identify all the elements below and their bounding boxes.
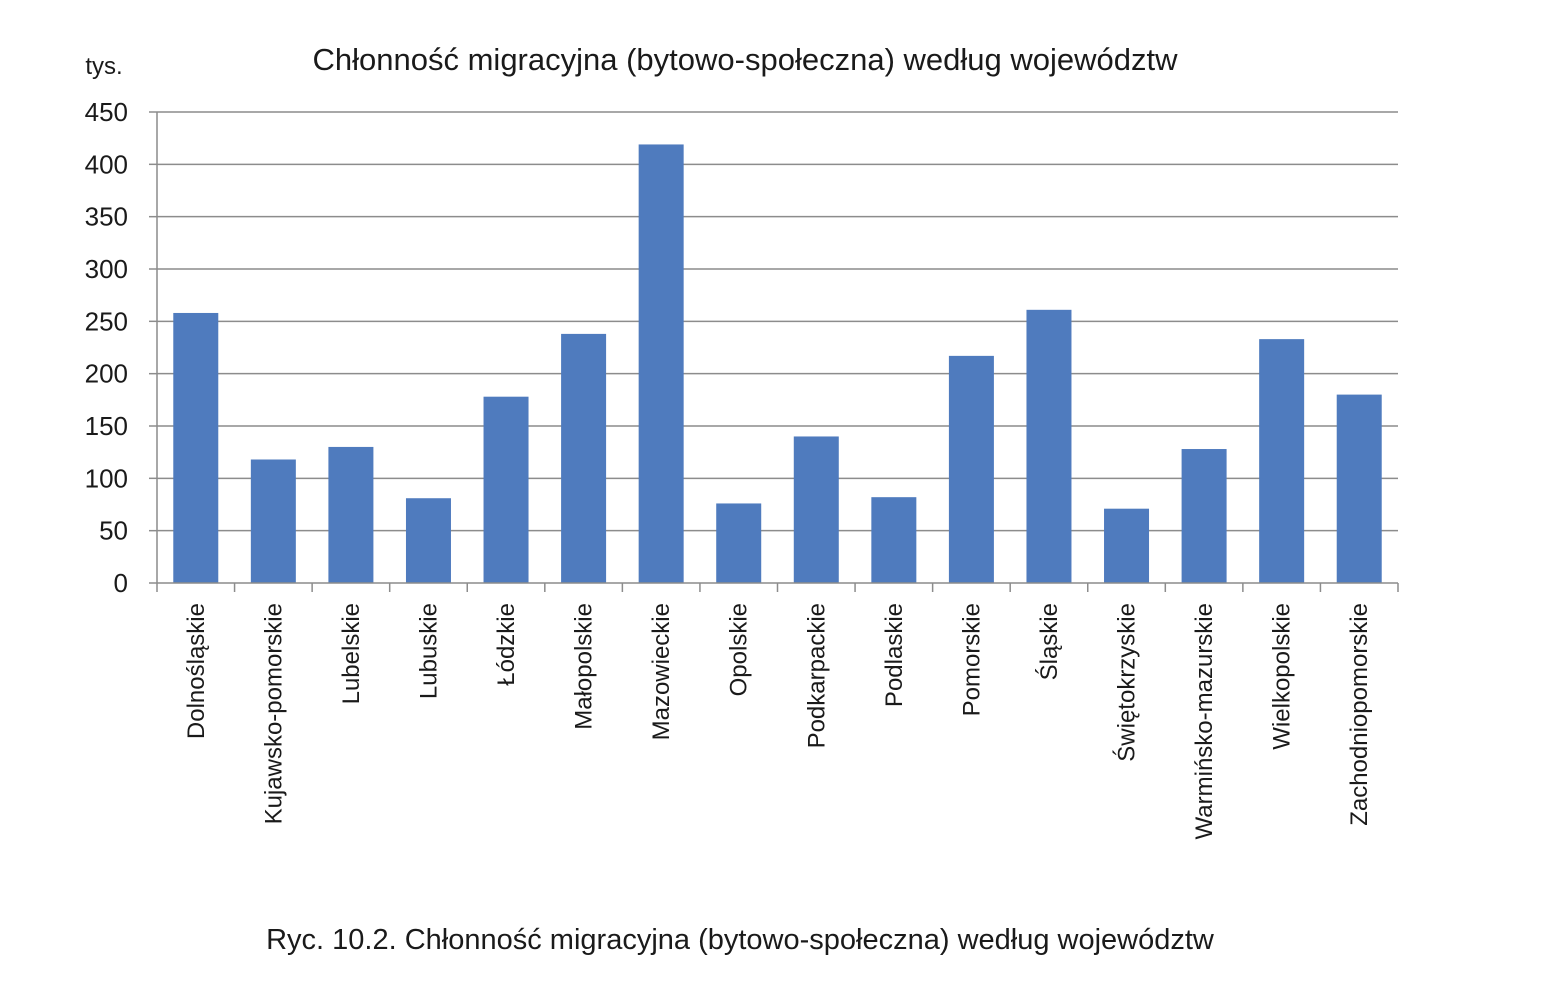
x-tick-label: Świętokrzyskie	[1113, 603, 1141, 762]
chart-title: Chłonność migracyjna (bytowo-społeczna) …	[313, 42, 1179, 77]
x-tick-label: Wielkopolskie	[1269, 603, 1296, 750]
bar	[173, 312, 219, 583]
axes	[149, 111, 1399, 592]
y-axis-unit-label: tys.	[85, 53, 122, 80]
x-tick-label: Podlaskie	[881, 603, 908, 707]
y-tick-label: 400	[85, 149, 128, 179]
bar	[793, 436, 839, 583]
y-tick-label: 50	[99, 516, 128, 546]
y-tick-label: 250	[85, 306, 128, 336]
bar	[1181, 449, 1227, 583]
x-tick-label: Warmińsko-mazurskie	[1191, 603, 1218, 839]
bar	[561, 333, 607, 583]
y-tick-label: 350	[85, 202, 128, 232]
x-tick-label: Kujawsko-pomorskie	[260, 603, 287, 824]
y-tick-label: 300	[85, 254, 128, 284]
figure-caption: Ryc. 10.2. Chłonność migracyjna (bytowo-…	[266, 924, 1214, 956]
x-tick-label: Lubuskie	[415, 603, 442, 699]
bar	[483, 396, 529, 583]
x-tick-label: Pomorskie	[958, 603, 985, 716]
x-tick-label: Opolskie	[726, 603, 753, 696]
x-tick-label: Podkarpackie	[803, 603, 830, 748]
y-tick-label: 200	[85, 359, 128, 389]
y-tick-label: 100	[85, 463, 128, 493]
bar	[1026, 309, 1072, 583]
x-tick-label: Zachodniopomorskie	[1346, 603, 1373, 826]
bar	[405, 498, 451, 583]
x-tick-labels: Dolnośląskie Kujawsko-pomorskie Lubelskie L…	[183, 603, 1373, 839]
x-tick-label: Łódzkie	[493, 603, 520, 686]
y-tick-label: 0	[114, 568, 128, 598]
bar	[328, 446, 374, 583]
x-tick-label: Dolnośląskie	[183, 603, 210, 739]
x-tick-label: Lubelskie	[338, 603, 365, 704]
y-tick-label: 450	[85, 97, 128, 127]
bars	[173, 144, 1382, 584]
bar	[250, 459, 296, 583]
x-tick-label: Śląskie	[1035, 603, 1063, 680]
bar	[948, 355, 994, 583]
x-tick-label: Mazowieckie	[648, 603, 675, 740]
bar	[1104, 508, 1150, 583]
y-tick-labels: 0 50 100 150 200 250 300 350 400 450	[85, 97, 128, 598]
bar	[716, 503, 762, 583]
bar	[638, 144, 684, 584]
y-tick-label: 150	[85, 411, 128, 441]
bar	[1336, 394, 1382, 583]
bar	[871, 497, 917, 583]
bar	[1259, 339, 1305, 583]
x-tick-label: Małopolskie	[571, 603, 598, 730]
